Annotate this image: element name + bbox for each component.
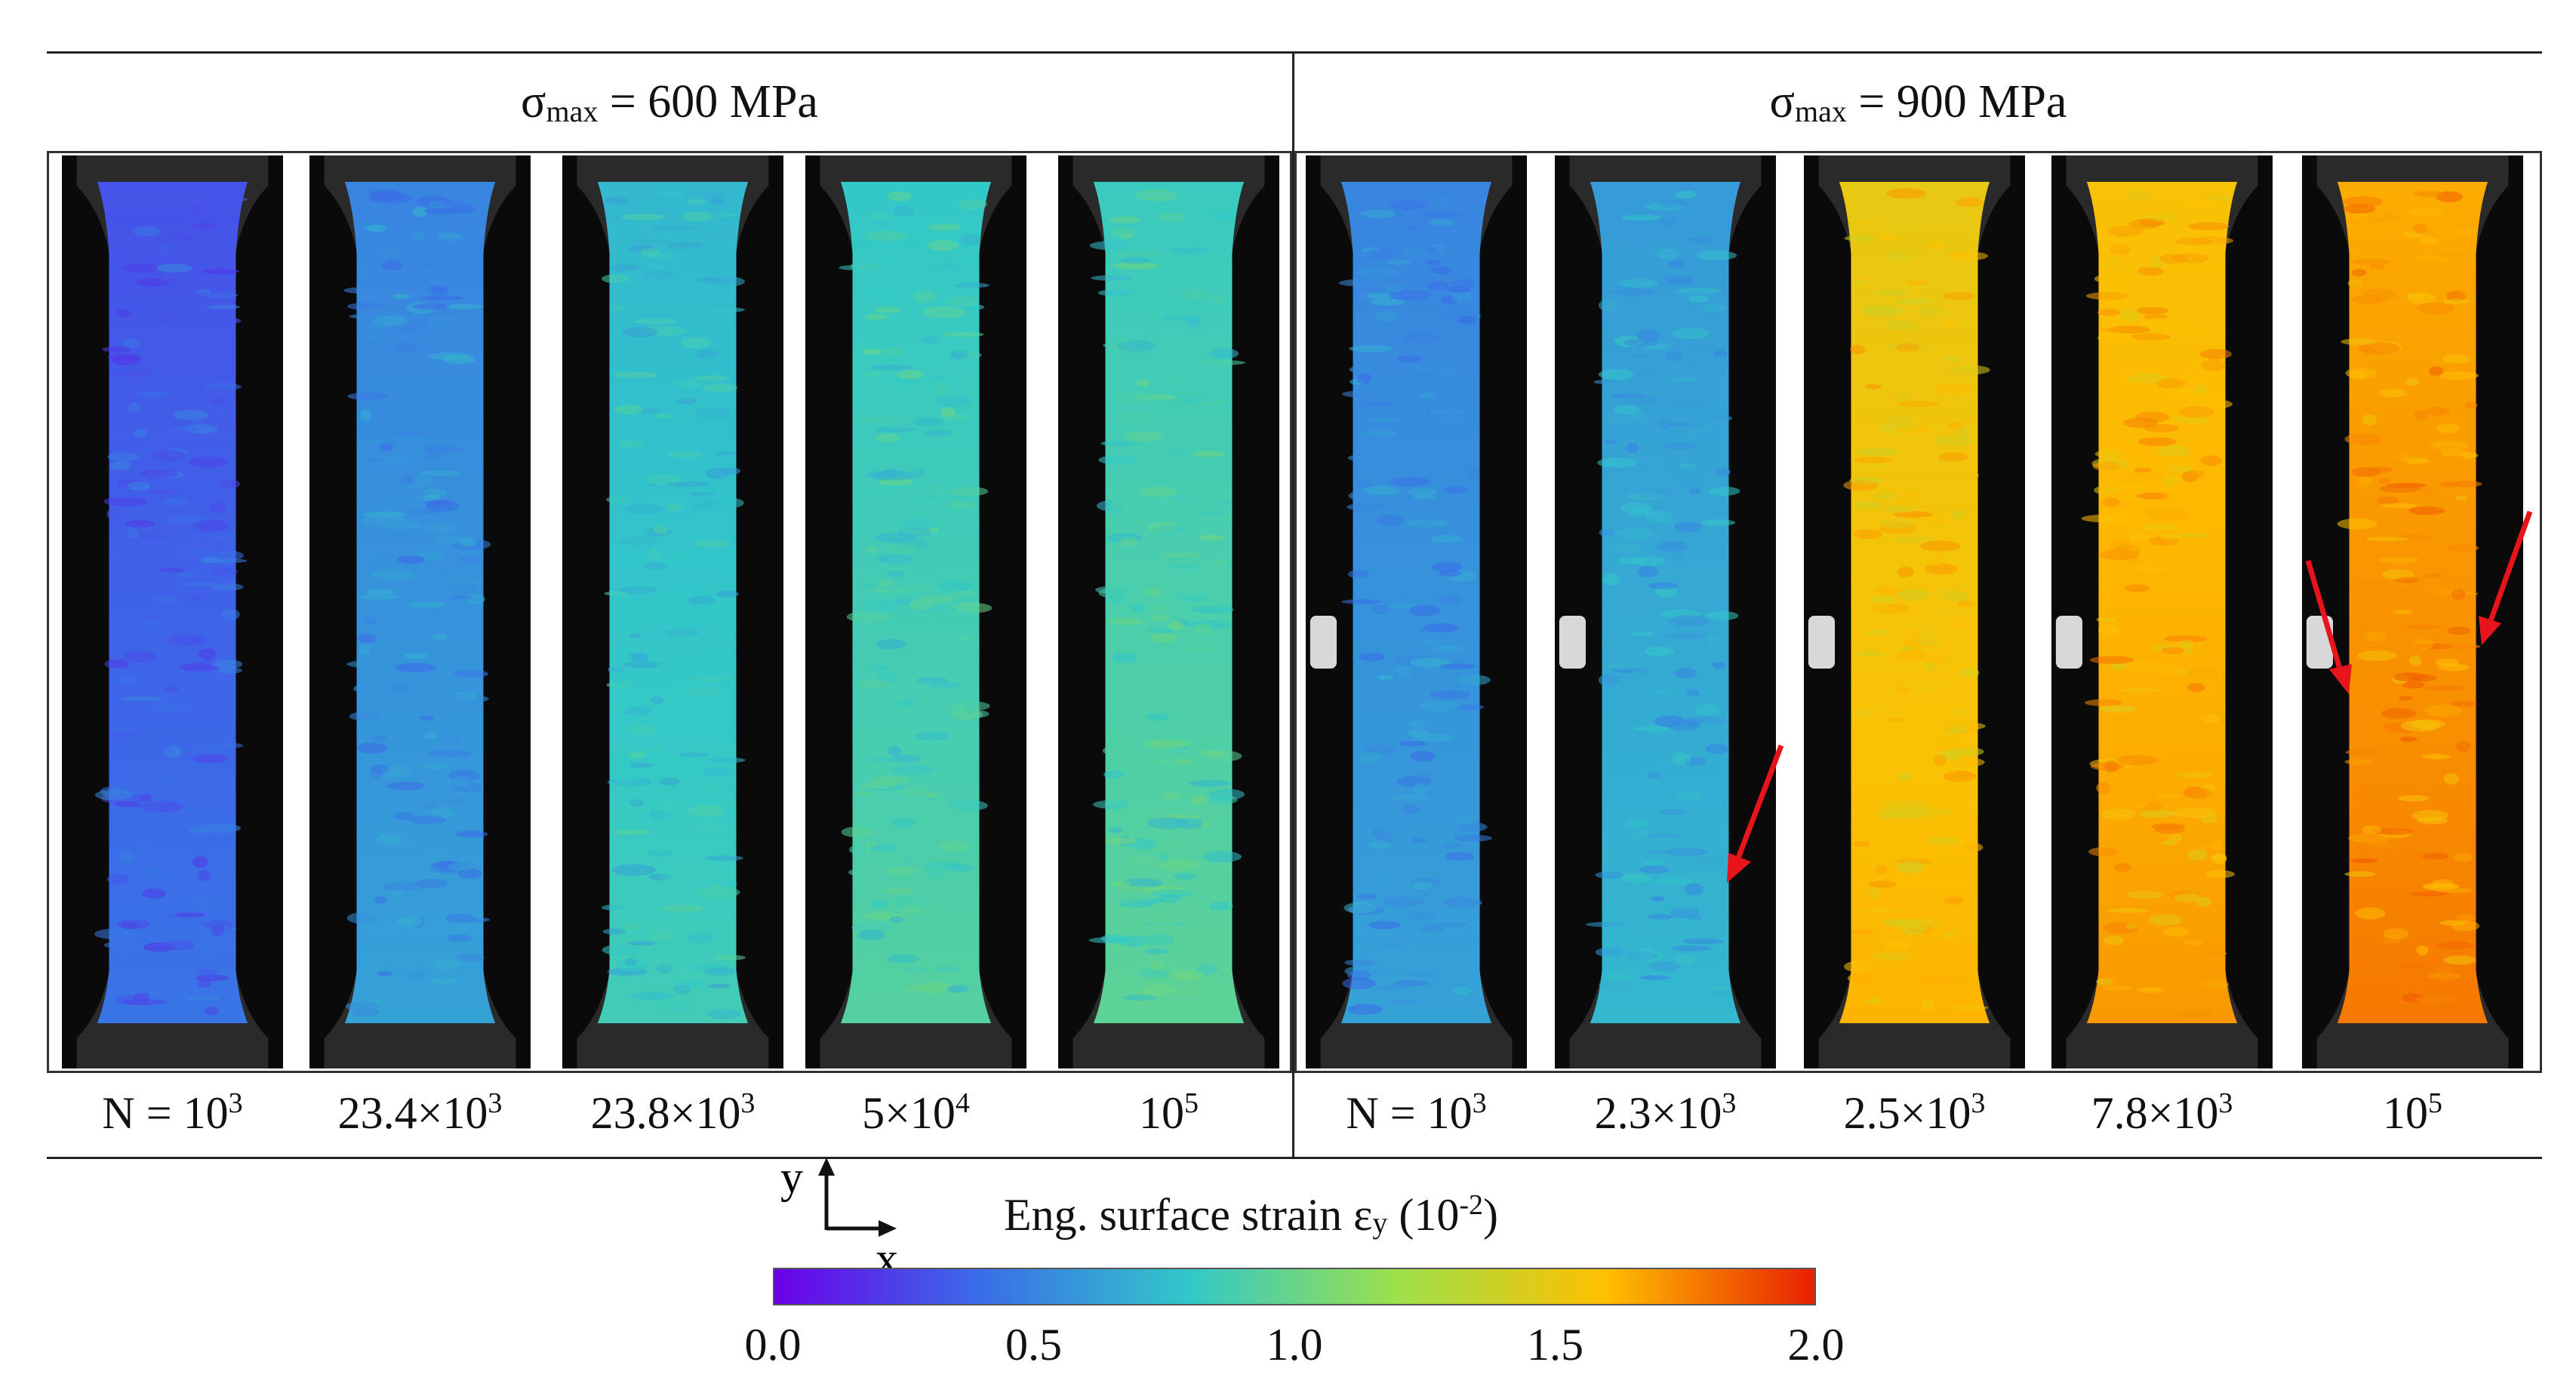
strain-map: [1555, 155, 1776, 1068]
strain-map: [2051, 155, 2273, 1068]
cycle-label-exponent: 3: [228, 1087, 243, 1119]
strain-map: [62, 155, 283, 1068]
crack-arrow-2: [2305, 560, 2352, 694]
cycle-label-base: 5×10: [862, 1088, 956, 1138]
specimen-panel-6: [1306, 155, 1527, 1068]
group-header-600: σmax = 600 MPa: [47, 75, 1292, 129]
cycle-label-base: 23.8×10: [590, 1088, 741, 1138]
colorbar-title-exp: -2: [1459, 1189, 1483, 1221]
group-header-900: σmax = 900 MPa: [1294, 75, 2542, 129]
cycle-label-base: 10: [1139, 1088, 1184, 1138]
specimen-panel-9: [2051, 155, 2273, 1068]
cycle-label-4: 5×104: [790, 1087, 1042, 1139]
specimen-panel-10: [2302, 155, 2523, 1068]
specimen-panel-4: [805, 155, 1026, 1068]
cycle-label-2: 23.4×103: [294, 1087, 546, 1139]
cycle-label-base: N = 10: [102, 1088, 229, 1138]
crack-arrow-1: [1727, 744, 1784, 883]
crack-arrow-3: [2479, 510, 2533, 645]
cycle-label-exponent: 3: [1472, 1087, 1487, 1119]
strain-field: [2337, 182, 2488, 1023]
specimen-panel-7: [1555, 155, 1776, 1068]
cycle-label-6: N = 103: [1291, 1087, 1542, 1139]
specimen-panel-1: [62, 155, 283, 1068]
xy-axes-icon: y x: [780, 1155, 898, 1275]
colorbar-title-sub: y: [1372, 1206, 1388, 1240]
specimen-panel-5: [1058, 155, 1279, 1068]
cycle-label-3: 23.8×103: [547, 1087, 799, 1139]
cycle-label-exponent: 5: [1184, 1087, 1199, 1119]
colorbar-title-end: ): [1483, 1190, 1498, 1240]
colorbar-tick-4: 2.0: [1787, 1320, 1845, 1370]
colorbar-tick-1: 0.5: [1005, 1320, 1062, 1370]
colorbar: [773, 1268, 1816, 1305]
cycle-label-base: 23.4×10: [337, 1088, 488, 1138]
strain-map: [2302, 155, 2523, 1068]
cycle-label-exponent: 4: [955, 1087, 970, 1119]
sigma-subscript: max: [546, 94, 599, 128]
cycle-label-exponent: 5: [2428, 1087, 2442, 1119]
specimen-panel-2: [309, 155, 531, 1068]
cycle-label-exponent: 3: [488, 1087, 503, 1119]
cycle-label-base: 2.5×10: [1843, 1088, 1971, 1138]
cycle-label-base: N = 10: [1346, 1088, 1473, 1138]
colorbar-tick-3: 1.5: [1527, 1320, 1583, 1370]
strain-field: [97, 182, 248, 1023]
y-axis-label: y: [780, 1155, 803, 1202]
strain-map: [309, 155, 531, 1068]
sigma-symbol: σ: [1769, 76, 1795, 128]
strain-map: [562, 155, 783, 1068]
top-rule: [47, 51, 2542, 54]
colorbar-title-unit: (10: [1387, 1190, 1460, 1240]
mid-rule: [47, 1157, 2542, 1159]
group-divider: [1292, 51, 1294, 1159]
strain-map: [1306, 155, 1527, 1068]
strain-map: [1058, 155, 1279, 1068]
cycle-label-8: 2.5×103: [1789, 1087, 2040, 1139]
cycle-label-exponent: 3: [1722, 1087, 1737, 1119]
cycle-label-1: N = 103: [47, 1087, 298, 1139]
colorbar-title-text: Eng. surface strain ε: [1004, 1190, 1373, 1240]
stress-value: = 900 MPa: [1846, 76, 2067, 128]
colorbar-title: Eng. surface strain εy (10-2): [1004, 1188, 1498, 1241]
cycle-label-base: 7.8×10: [2091, 1088, 2219, 1138]
colorbar-tick-0: 0.0: [744, 1320, 802, 1370]
stress-value: = 600 MPa: [598, 76, 818, 128]
strain-map: [1804, 155, 2025, 1068]
cycle-label-base: 2.3×10: [1594, 1088, 1722, 1138]
cycle-label-9: 7.8×103: [2036, 1087, 2288, 1139]
cycle-label-exponent: 3: [1971, 1087, 1986, 1119]
colorbar-tick-2: 1.0: [1266, 1320, 1323, 1370]
specimen-panel-3: [562, 155, 783, 1068]
strain-map: [805, 155, 1026, 1068]
strain-field: [1590, 182, 1741, 1023]
cycle-label-exponent: 3: [740, 1087, 756, 1119]
cycle-label-exponent: 3: [2218, 1087, 2233, 1119]
sigma-subscript: max: [1794, 94, 1847, 128]
cycle-label-10: 105: [2287, 1087, 2538, 1139]
cycle-label-5: 105: [1043, 1087, 1294, 1139]
specimen-panel-8: [1804, 155, 2025, 1068]
sigma-symbol: σ: [521, 76, 546, 128]
cycle-label-7: 2.3×103: [1540, 1087, 1791, 1139]
cycle-label-base: 10: [2383, 1088, 2428, 1138]
